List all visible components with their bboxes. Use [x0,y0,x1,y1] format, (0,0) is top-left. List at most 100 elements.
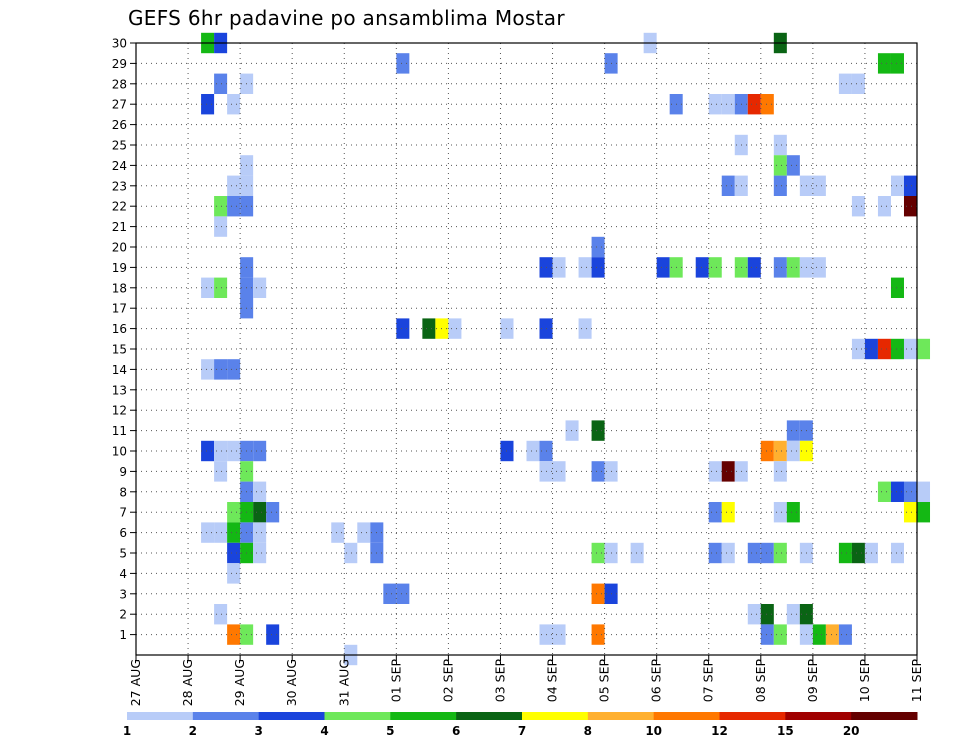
x-tick-label-group: 05 SEP [597,659,612,703]
heatmap-cell [227,94,241,115]
x-tick-label-group: 08 SEP [753,659,768,703]
heatmap-cell [851,338,865,360]
legend-swatch [522,712,589,720]
heatmap-cell [344,542,358,564]
x-tick-label: 03 SEP [492,659,507,703]
heatmap-cell [253,481,267,502]
heatmap-cell [890,481,904,502]
heatmap-cell [383,583,397,604]
heatmap-cell [357,522,371,543]
heatmap-cell [760,94,774,115]
heatmap-cell [760,624,774,645]
heatmap-cell [877,481,891,502]
heatmap-cell [917,502,931,523]
heatmap-cell [708,461,722,482]
y-tick-label: 9 [119,465,127,479]
heatmap-cell [773,175,787,196]
heatmap-cell [786,502,800,523]
heatmap-cell [903,175,917,196]
heatmap-cell [747,257,761,278]
x-tick-label-group: 30 AUG [284,659,299,706]
legend-label: 20 [843,724,860,738]
heatmap-cell [266,502,280,523]
heatmap-cell [773,461,787,482]
legend-swatch [127,712,194,720]
heatmap-cell [214,277,228,298]
heatmap-cell [526,440,540,462]
legend-swatch [653,712,720,720]
heatmap-cell [214,216,228,237]
y-tick-label: 30 [112,37,127,51]
heatmap-cell [448,318,462,339]
y-tick-label: 8 [119,485,127,499]
heatmap-cell [812,257,826,278]
legend-swatch [258,712,325,720]
heatmap-cell [825,624,839,645]
heatmap-cell [331,522,345,543]
heatmap-cell [721,461,735,482]
legend-label: 7 [518,724,526,738]
y-tick-label: 6 [119,526,127,540]
x-tick-label: 09 SEP [805,659,820,703]
heatmap-cell [201,277,215,298]
heatmap-cell [760,604,774,625]
y-tick-label: 23 [112,179,127,193]
x-tick-label-group: 01 SEP [388,659,403,703]
heatmap-cell [214,196,228,217]
y-tick-label: 11 [112,424,127,438]
x-tick-label-group: 27 AUG [128,659,143,706]
heatmap-cell [396,583,410,604]
legend-swatch [719,712,786,720]
heatmap-cell [838,73,852,94]
heatmap-cell [851,196,865,217]
heatmap-cell [838,542,852,564]
heatmap-cell [877,53,891,74]
heatmap-cell [253,440,267,462]
heatmap-cell [721,94,735,115]
heatmap-cell [903,502,917,523]
legend-label: 6 [452,724,460,738]
legend-swatch [851,712,918,720]
x-tick-label: 29 AUG [232,659,247,706]
x-tick-label-group: 06 SEP [649,659,664,703]
legend-label: 3 [254,724,262,738]
heatmap-cell [786,155,800,176]
heatmap-cell [851,73,865,94]
heatmap-cell [721,175,735,196]
heatmap-cell [917,481,931,502]
heatmap-cell [773,502,787,523]
heatmap-cell [708,94,722,115]
y-tick-label: 17 [112,302,127,316]
heatmap-cell [591,583,605,604]
heatmap-cell [747,94,761,115]
x-tick-label-group: 03 SEP [492,659,507,703]
y-tick-label: 28 [112,77,127,91]
legend-swatch [456,712,523,720]
heatmap-cell [877,196,891,217]
heatmap-cell [773,134,787,156]
legend-label: 10 [645,724,662,738]
x-tick-label: 31 AUG [336,659,351,706]
x-tick-label-group: 11 SEP [909,659,924,703]
heatmap-cell [695,257,709,278]
y-tick-label: 1 [119,628,127,642]
legend-label: 12 [711,724,728,738]
heatmap-cell [890,542,904,564]
x-tick-label-group: 09 SEP [805,659,820,703]
heatmap-cell [591,257,605,278]
heatmap-cell [214,440,228,462]
heatmap-cell [773,257,787,278]
y-tick-label: 19 [112,261,127,275]
heatmap-cell [201,359,215,380]
heatmap-cell [903,196,917,217]
heatmap-cell [773,542,787,564]
y-tick-label: 21 [112,220,127,234]
x-tick-label-group: 29 AUG [232,659,247,706]
heatmap-cell [747,542,761,564]
x-tick-label-group: 31 AUG [336,659,351,706]
heatmap-cell [773,624,787,645]
heatmap-cell [396,318,410,339]
heatmap-cell [656,257,670,278]
y-tick-label: 29 [112,57,127,71]
heatmap-cell [773,440,787,462]
